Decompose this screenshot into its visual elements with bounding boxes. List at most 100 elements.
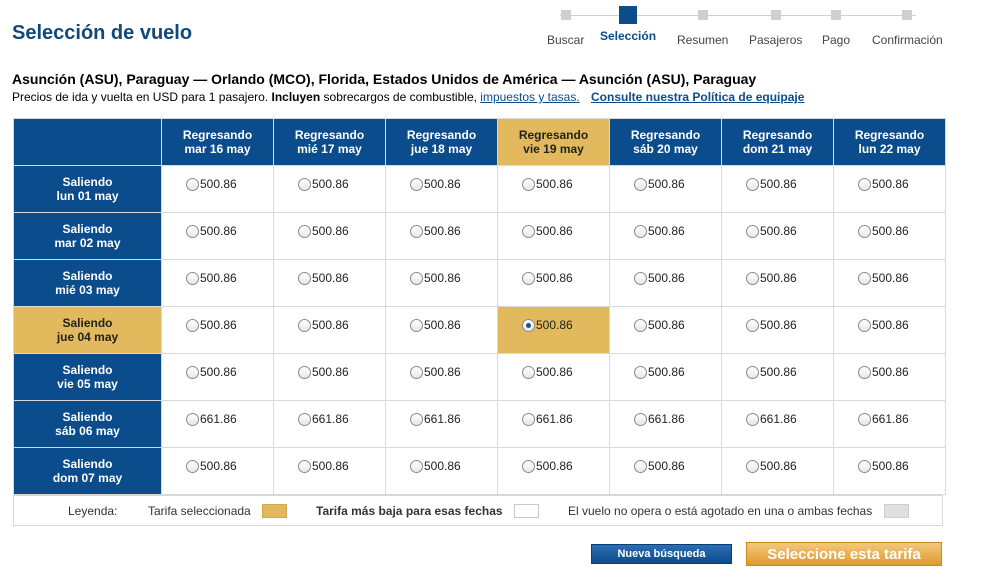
fare-radio[interactable]	[746, 271, 759, 285]
fare-cell[interactable]: 500.86	[721, 212, 834, 260]
fare-option[interactable]: 661.86	[498, 412, 609, 426]
fare-radio[interactable]	[858, 318, 871, 332]
fare-option[interactable]: 500.86	[162, 365, 273, 379]
fare-radio[interactable]	[746, 318, 759, 332]
fare-cell[interactable]: 500.86	[721, 306, 834, 354]
fare-option[interactable]: 500.86	[610, 224, 721, 238]
fare-cell[interactable]: 500.86	[497, 447, 610, 495]
fare-option[interactable]: 500.86	[274, 224, 385, 238]
fare-cell[interactable]: 500.86	[273, 306, 386, 354]
fare-option[interactable]: 500.86	[498, 177, 609, 191]
fare-option[interactable]: 500.86	[498, 318, 609, 332]
fare-cell[interactable]: 500.86	[161, 353, 274, 401]
fare-option[interactable]: 500.86	[610, 365, 721, 379]
fare-radio[interactable]	[522, 318, 535, 332]
fare-radio[interactable]	[746, 459, 759, 473]
fare-option[interactable]: 661.86	[274, 412, 385, 426]
fare-cell[interactable]: 500.86	[385, 306, 498, 354]
fare-option[interactable]: 500.86	[610, 271, 721, 285]
fare-cell[interactable]: 500.86	[497, 306, 610, 354]
baggage-policy-link[interactable]: Consulte nuestra Política de equipaje	[591, 90, 805, 104]
fare-radio[interactable]	[298, 271, 311, 285]
fare-option[interactable]: 500.86	[722, 459, 833, 473]
fare-cell[interactable]: 661.86	[161, 400, 274, 448]
fare-option[interactable]: 500.86	[834, 271, 945, 285]
fare-option[interactable]: 500.86	[386, 459, 497, 473]
fare-radio[interactable]	[634, 412, 647, 426]
fare-radio[interactable]	[858, 271, 871, 285]
fare-cell[interactable]: 500.86	[833, 306, 946, 354]
fare-option[interactable]: 500.86	[162, 271, 273, 285]
fare-option[interactable]: 500.86	[498, 459, 609, 473]
fare-option[interactable]: 500.86	[498, 224, 609, 238]
fare-radio[interactable]	[410, 224, 423, 238]
fare-option[interactable]: 500.86	[498, 365, 609, 379]
fare-cell[interactable]: 500.86	[721, 165, 834, 213]
fare-cell[interactable]: 500.86	[833, 212, 946, 260]
fare-radio[interactable]	[410, 177, 423, 191]
fare-radio[interactable]	[522, 459, 535, 473]
fare-option[interactable]: 661.86	[722, 412, 833, 426]
fare-radio[interactable]	[410, 412, 423, 426]
fare-cell[interactable]: 500.86	[161, 212, 274, 260]
fare-option[interactable]: 500.86	[834, 177, 945, 191]
fare-cell[interactable]: 500.86	[721, 353, 834, 401]
fare-option[interactable]: 500.86	[386, 177, 497, 191]
fare-radio[interactable]	[522, 224, 535, 238]
fare-cell[interactable]: 500.86	[833, 259, 946, 307]
fare-cell[interactable]: 500.86	[609, 259, 722, 307]
fare-option[interactable]: 500.86	[722, 224, 833, 238]
fare-cell[interactable]: 500.86	[833, 447, 946, 495]
fare-option[interactable]: 500.86	[162, 177, 273, 191]
fare-option[interactable]: 661.86	[386, 412, 497, 426]
fare-cell[interactable]: 500.86	[385, 165, 498, 213]
fare-option[interactable]: 500.86	[386, 365, 497, 379]
fare-cell[interactable]: 500.86	[273, 353, 386, 401]
fare-option[interactable]: 500.86	[386, 318, 497, 332]
fare-option[interactable]: 500.86	[722, 365, 833, 379]
fare-radio[interactable]	[298, 224, 311, 238]
fare-radio[interactable]	[186, 271, 199, 285]
fare-radio[interactable]	[410, 318, 423, 332]
new-search-button[interactable]: Nueva búsqueda	[591, 544, 732, 564]
fare-radio[interactable]	[634, 177, 647, 191]
fare-cell[interactable]: 500.86	[497, 259, 610, 307]
fare-radio[interactable]	[298, 365, 311, 379]
fare-cell[interactable]: 661.86	[721, 400, 834, 448]
fare-cell[interactable]: 661.86	[609, 400, 722, 448]
fare-radio[interactable]	[858, 412, 871, 426]
fare-cell[interactable]: 500.86	[609, 447, 722, 495]
fare-option[interactable]: 500.86	[274, 365, 385, 379]
fare-radio[interactable]	[410, 365, 423, 379]
fare-radio[interactable]	[522, 271, 535, 285]
fare-cell[interactable]: 500.86	[161, 447, 274, 495]
fare-radio[interactable]	[522, 177, 535, 191]
fare-radio[interactable]	[186, 224, 199, 238]
fare-radio[interactable]	[746, 365, 759, 379]
fare-cell[interactable]: 500.86	[273, 447, 386, 495]
fare-option[interactable]: 500.86	[386, 224, 497, 238]
fare-cell[interactable]: 661.86	[497, 400, 610, 448]
fare-option[interactable]: 500.86	[610, 318, 721, 332]
fare-radio[interactable]	[634, 365, 647, 379]
fare-cell[interactable]: 500.86	[609, 306, 722, 354]
fare-radio[interactable]	[410, 271, 423, 285]
fare-option[interactable]: 500.86	[162, 224, 273, 238]
fare-option[interactable]: 500.86	[722, 177, 833, 191]
fare-option[interactable]: 500.86	[162, 459, 273, 473]
fare-radio[interactable]	[746, 224, 759, 238]
fare-cell[interactable]: 500.86	[385, 353, 498, 401]
fare-option[interactable]: 500.86	[162, 318, 273, 332]
fare-option[interactable]: 500.86	[834, 224, 945, 238]
fare-radio[interactable]	[522, 365, 535, 379]
fare-option[interactable]: 500.86	[834, 318, 945, 332]
fare-cell[interactable]: 500.86	[609, 165, 722, 213]
fare-cell[interactable]: 500.86	[161, 259, 274, 307]
fare-radio[interactable]	[858, 459, 871, 473]
fare-cell[interactable]: 500.86	[161, 306, 274, 354]
fare-cell[interactable]: 661.86	[273, 400, 386, 448]
fare-radio[interactable]	[522, 412, 535, 426]
fare-radio[interactable]	[634, 318, 647, 332]
fare-cell[interactable]: 500.86	[385, 259, 498, 307]
fare-radio[interactable]	[746, 177, 759, 191]
